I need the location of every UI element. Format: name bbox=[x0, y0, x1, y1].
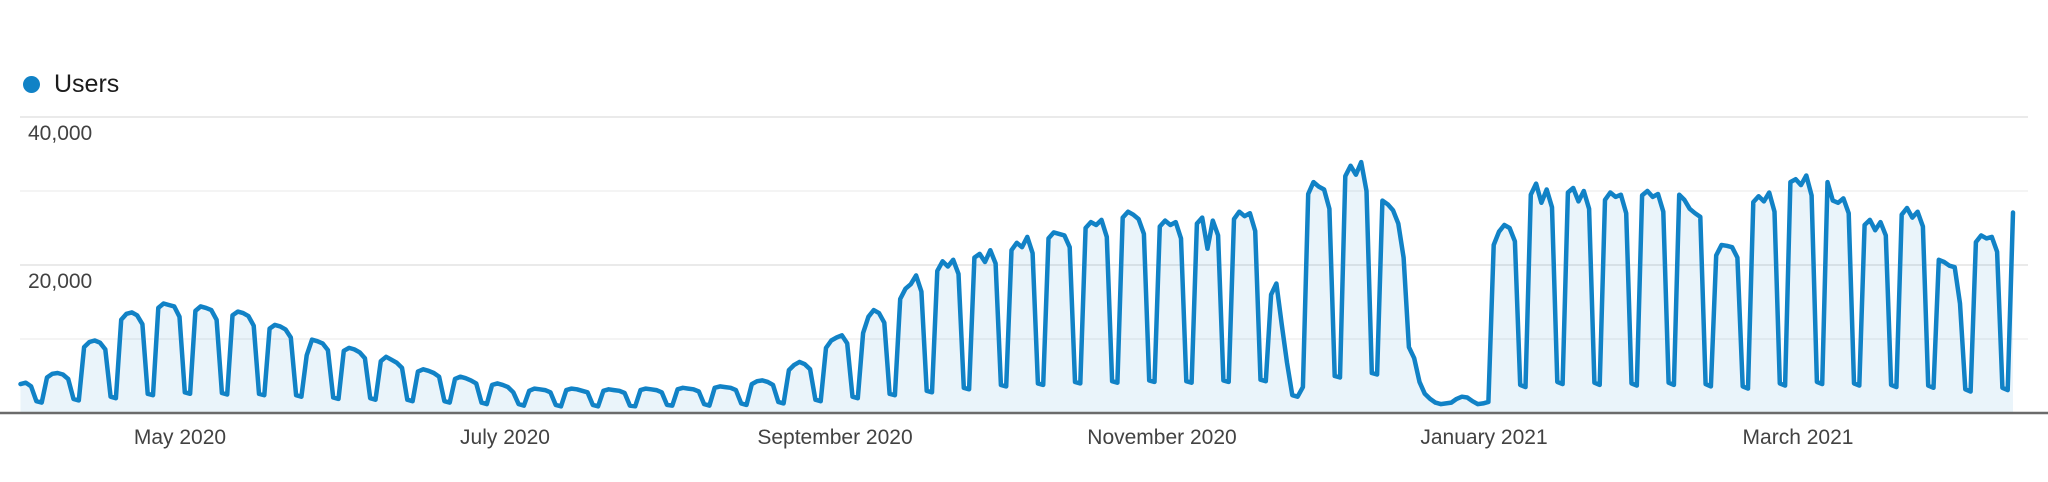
y-tick-20000: 20,000 bbox=[28, 270, 92, 293]
x-tick-january-2021: January 2021 bbox=[1420, 426, 1547, 449]
chart-legend: Users bbox=[23, 70, 119, 99]
users-line[interactable] bbox=[18, 159, 2016, 409]
x-tick-september-2020: September 2020 bbox=[757, 426, 912, 449]
x-tick-march-2021: March 2021 bbox=[1743, 426, 1854, 449]
users-series-label: Users bbox=[54, 70, 120, 98]
users-series-dot-icon bbox=[23, 76, 40, 93]
x-tick-november-2020: November 2020 bbox=[1087, 426, 1236, 449]
x-tick-july-2020: July 2020 bbox=[460, 426, 550, 449]
y-tick-40000: 40,000 bbox=[28, 122, 92, 145]
x-tick-may-2020: May 2020 bbox=[134, 426, 226, 449]
users-area[interactable] bbox=[20, 162, 2014, 413]
